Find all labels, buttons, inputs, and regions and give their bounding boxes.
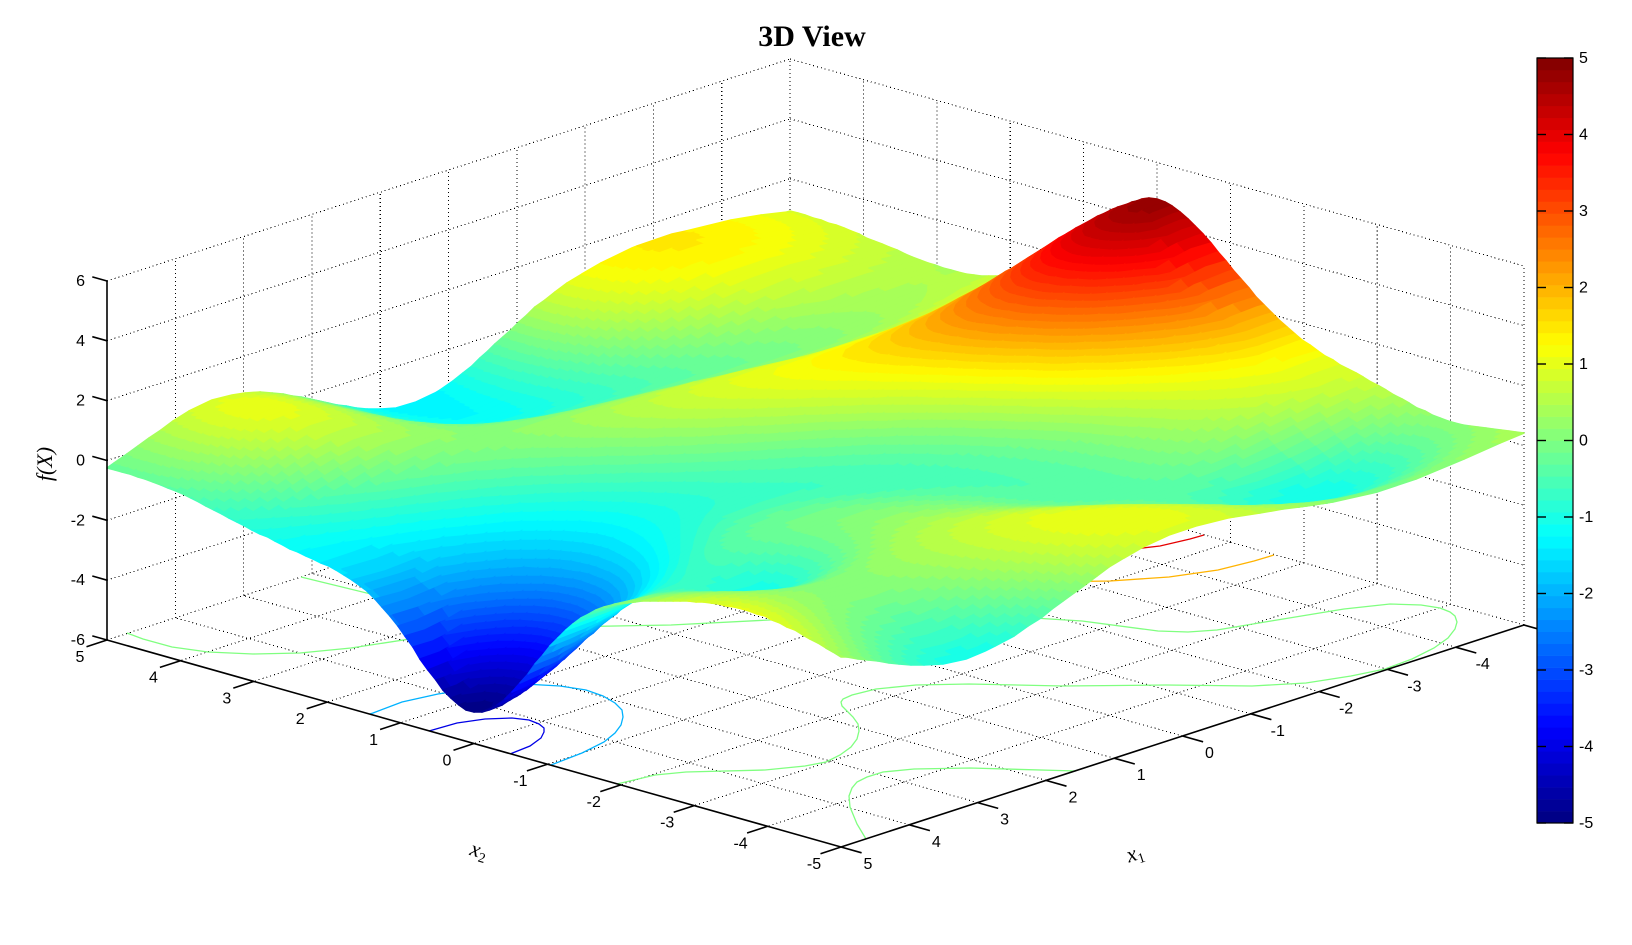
svg-text:-3: -3 <box>1579 662 1593 679</box>
svg-text:5: 5 <box>76 649 85 666</box>
svg-text:5: 5 <box>1579 50 1588 67</box>
svg-text:2: 2 <box>1579 280 1588 297</box>
svg-text:3: 3 <box>222 690 231 707</box>
svg-text:3: 3 <box>1579 203 1588 220</box>
svg-text:4: 4 <box>932 834 941 851</box>
svg-text:0: 0 <box>1579 433 1588 450</box>
svg-text:-4: -4 <box>733 835 747 852</box>
svg-text:-1: -1 <box>513 773 527 790</box>
svg-text:-6: -6 <box>71 632 85 649</box>
svg-text:0: 0 <box>443 753 452 770</box>
svg-text:2: 2 <box>296 711 305 728</box>
svg-text:-2: -2 <box>587 794 601 811</box>
svg-text:-2: -2 <box>71 512 85 529</box>
svg-text:4: 4 <box>149 670 158 687</box>
svg-text:-4: -4 <box>1579 739 1593 756</box>
svg-text:1: 1 <box>369 732 378 749</box>
svg-text:-2: -2 <box>1339 701 1353 718</box>
svg-text:1: 1 <box>1137 767 1146 784</box>
svg-text:3D View: 3D View <box>758 20 866 53</box>
svg-text:-1: -1 <box>1271 723 1285 740</box>
svg-text:4: 4 <box>76 333 85 350</box>
svg-text:-5: -5 <box>1579 815 1593 832</box>
svg-text:-3: -3 <box>660 815 674 832</box>
svg-text:1: 1 <box>1579 356 1588 373</box>
svg-text:5: 5 <box>864 856 873 873</box>
svg-text:2: 2 <box>1068 789 1077 806</box>
svg-text:3: 3 <box>1000 812 1009 829</box>
svg-text:4: 4 <box>1579 127 1588 144</box>
svg-text:x1: x1 <box>1122 838 1148 870</box>
svg-text:x2: x2 <box>466 835 491 867</box>
svg-text:f(X): f(X) <box>32 447 57 481</box>
svg-text:0: 0 <box>76 453 85 470</box>
svg-text:-4: -4 <box>1476 656 1490 673</box>
svg-text:-4: -4 <box>71 572 85 589</box>
svg-text:-1: -1 <box>1579 509 1593 526</box>
svg-text:-2: -2 <box>1579 586 1593 603</box>
svg-text:-3: -3 <box>1407 678 1421 695</box>
svg-text:2: 2 <box>76 393 85 410</box>
svg-text:6: 6 <box>76 273 85 290</box>
svg-text:0: 0 <box>1205 745 1214 762</box>
svg-text:-5: -5 <box>807 856 821 873</box>
